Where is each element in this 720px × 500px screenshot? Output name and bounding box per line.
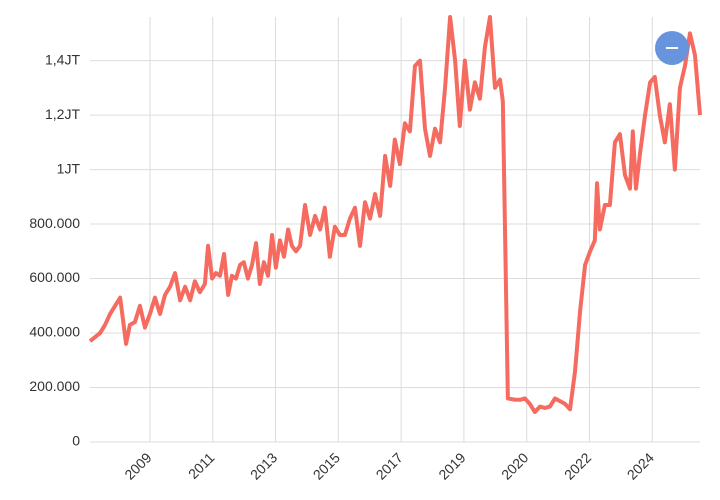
x-tick-label: 2019 (435, 449, 468, 482)
x-tick-label: 2020 (498, 449, 531, 482)
y-tick-label: 800.000 (29, 215, 80, 231)
y-tick-label: 0 (72, 433, 80, 449)
x-tick-label: 2013 (247, 449, 280, 482)
x-tick-label: 2009 (121, 449, 154, 482)
y-tick-label: 600.000 (29, 269, 80, 285)
collapse-button[interactable] (655, 31, 689, 65)
x-tick-label: 2017 (373, 449, 406, 482)
y-tick-label: 200.000 (29, 378, 80, 394)
data-line (88, 15, 702, 415)
y-tick-label: 1,4JT (45, 51, 80, 67)
minus-icon (666, 47, 678, 49)
x-tick-label: 2011 (185, 449, 218, 482)
y-tick-label: 1JT (57, 160, 81, 176)
y-tick-label: 1,2JT (45, 106, 80, 122)
x-tick-label: 2015 (310, 449, 343, 482)
x-tick-label: 2022 (561, 449, 594, 482)
x-tick-label: 2024 (624, 449, 657, 482)
y-tick-label: 400.000 (29, 324, 80, 340)
